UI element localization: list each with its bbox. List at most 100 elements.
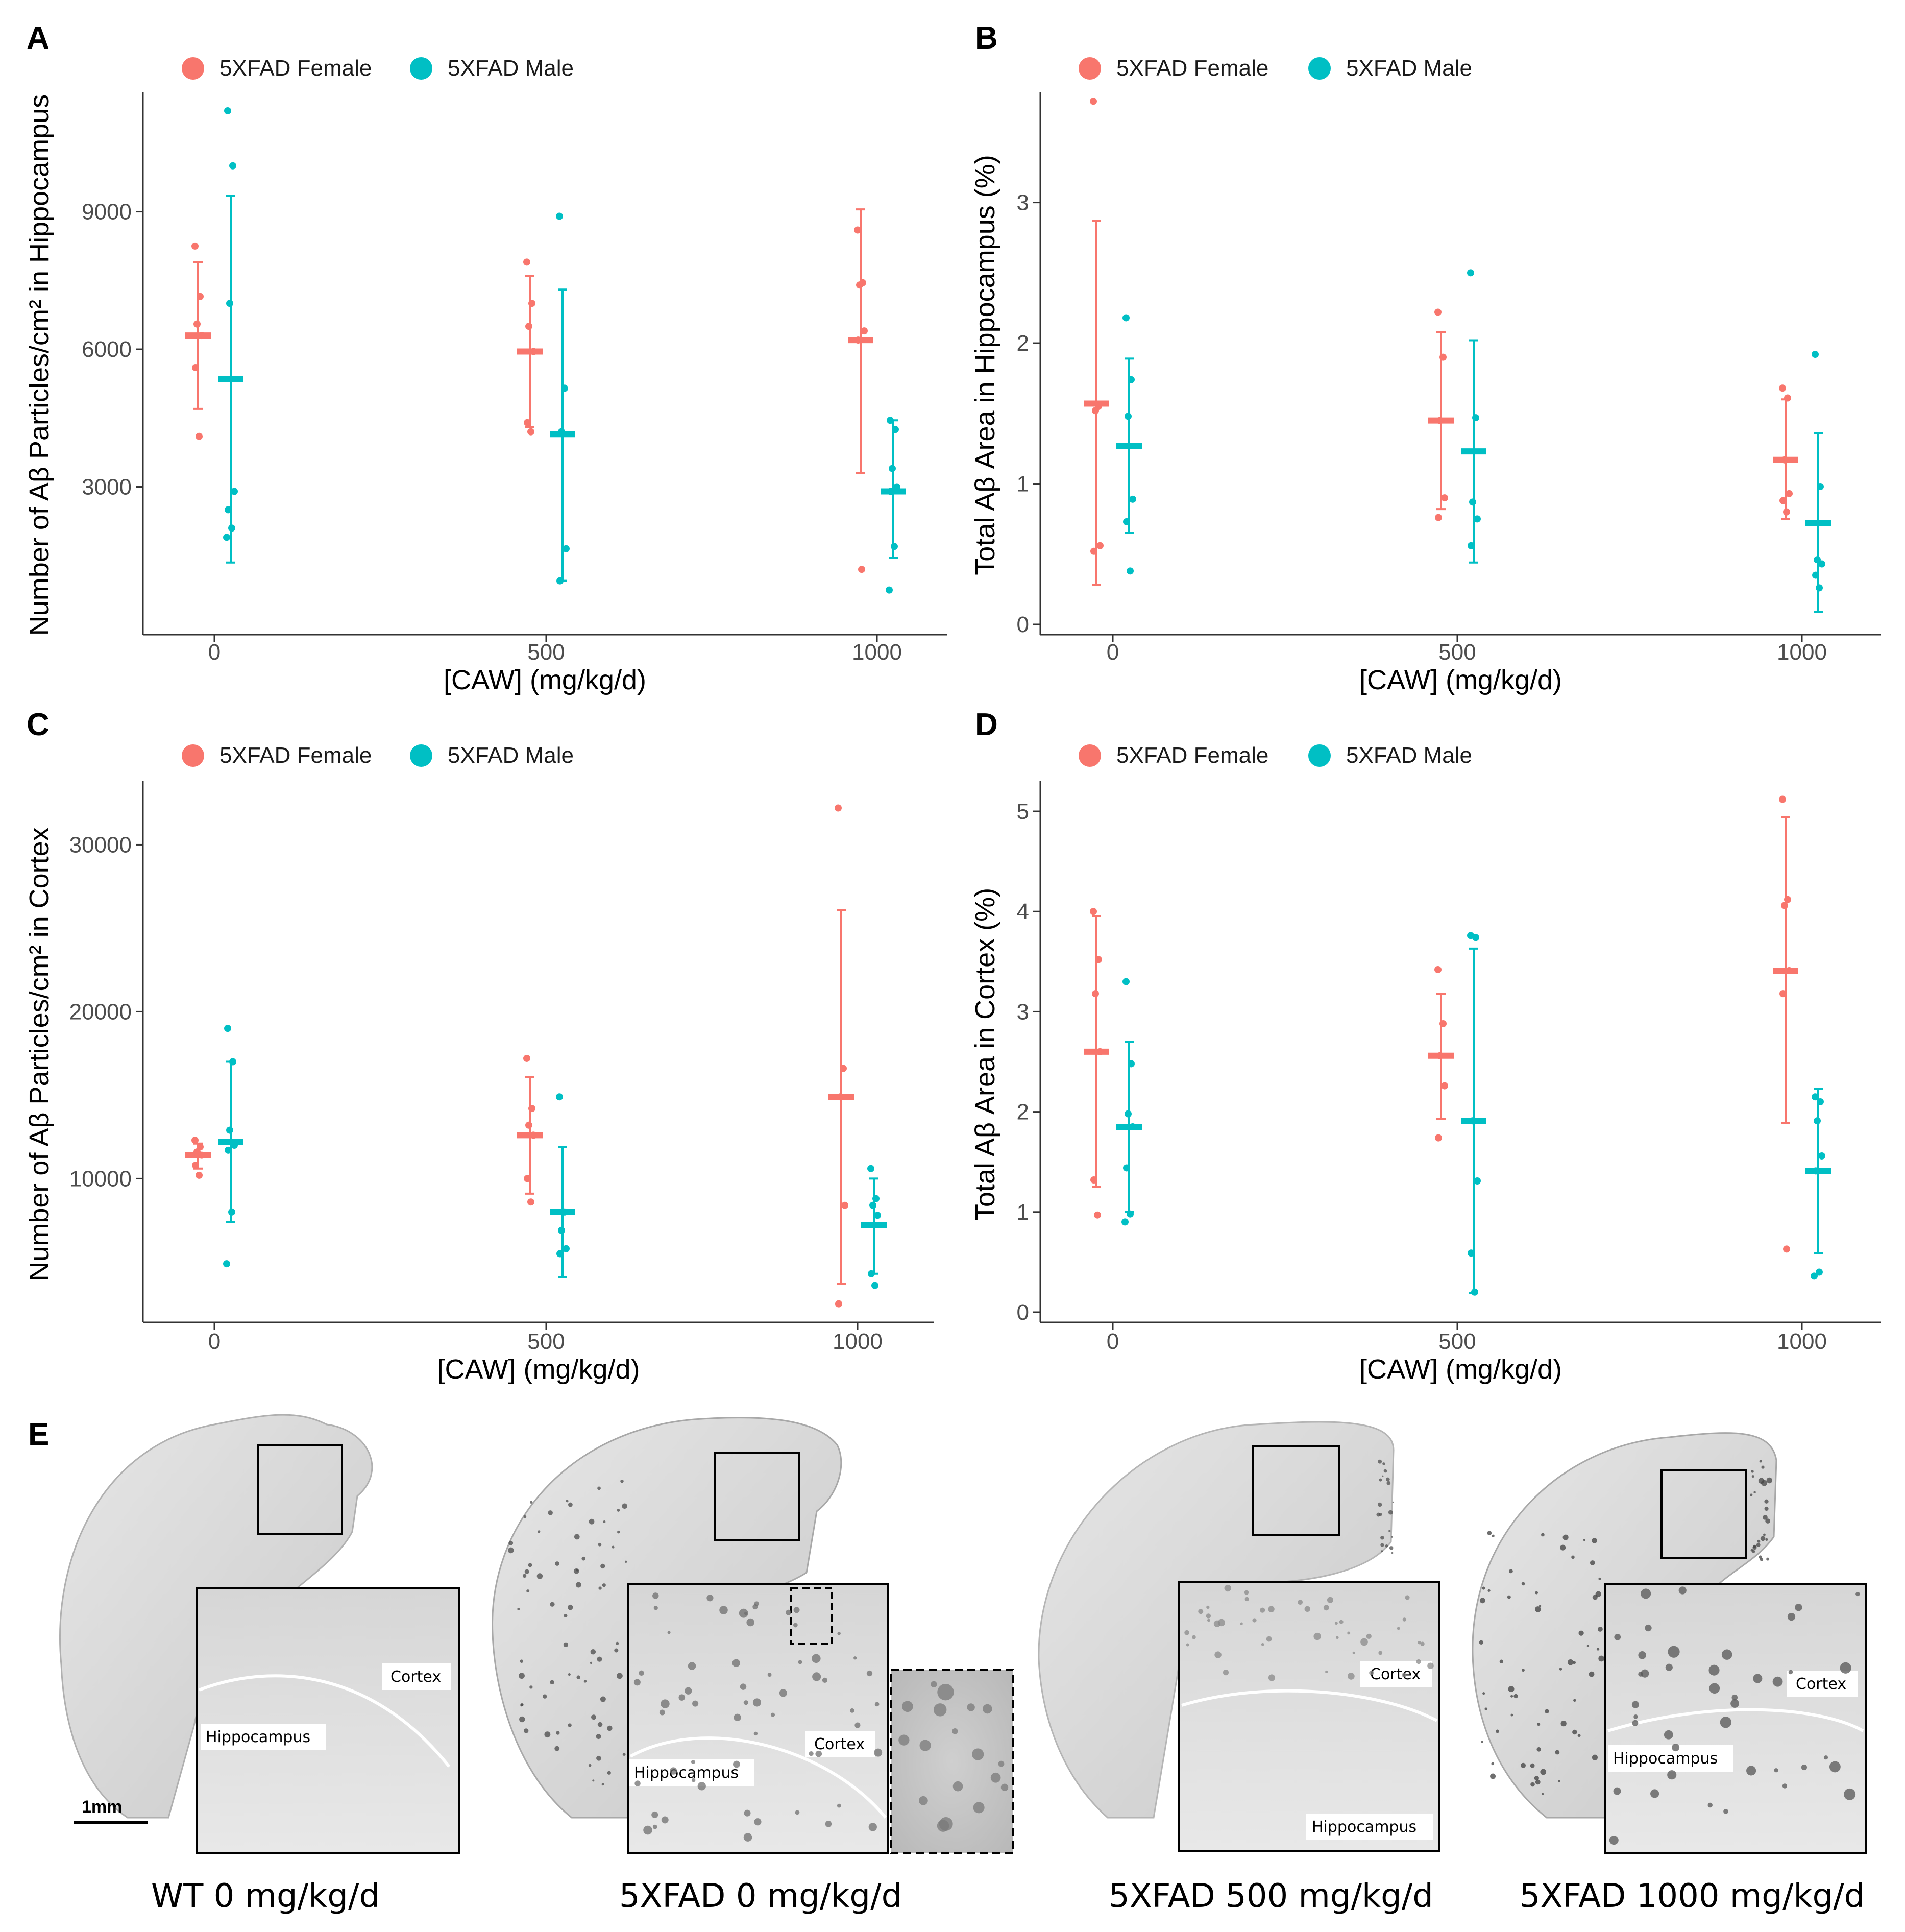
data-point bbox=[1127, 567, 1134, 575]
data-point bbox=[1816, 584, 1823, 592]
section-caption: 5XFAD 1000 mg/kg/d bbox=[1520, 1877, 1865, 1915]
data-point bbox=[226, 1126, 233, 1134]
data-point bbox=[861, 327, 868, 335]
plaque-dot bbox=[1721, 1649, 1732, 1660]
plaque-dot bbox=[1750, 1549, 1753, 1552]
plaque-dot bbox=[591, 1714, 596, 1720]
data-point bbox=[1812, 1167, 1819, 1175]
series-female bbox=[1084, 795, 1798, 1253]
data-point bbox=[886, 586, 893, 594]
plaque-dot bbox=[1590, 1560, 1595, 1565]
legend-label-female: 5XFAD Female bbox=[219, 56, 372, 81]
plaque-dot bbox=[697, 1782, 706, 1791]
x-tick-label: 500 bbox=[1438, 640, 1476, 665]
plaque-dot bbox=[733, 1760, 740, 1768]
panel-a-chart: A 5XFAD Female 5XFAD Male 3000 6000 9000 0 500 1… bbox=[24, 20, 947, 695]
legend: 5XFAD Female 5XFAD Male bbox=[1079, 743, 1472, 768]
plaque-dot bbox=[1583, 1539, 1586, 1541]
plaque-dot bbox=[1244, 1597, 1249, 1602]
data-point bbox=[231, 488, 238, 495]
plaque-dot bbox=[1757, 1539, 1761, 1543]
plaque-dot bbox=[1397, 1627, 1400, 1630]
brain-section-5xfad-500: Cortex Hippocampus 5XFAD 500 mg/kg/d bbox=[1038, 1421, 1440, 1915]
legend-label-male: 5XFAD Male bbox=[448, 56, 574, 81]
plaque-dot bbox=[866, 1670, 873, 1677]
inset-image bbox=[627, 1583, 889, 1854]
data-point bbox=[1121, 1218, 1129, 1226]
zoom-region-box bbox=[790, 1587, 833, 1645]
plaque-dot bbox=[1578, 1630, 1584, 1636]
panel-letter: D bbox=[975, 707, 998, 742]
data-point bbox=[1817, 483, 1824, 491]
plaque-dot bbox=[1420, 1641, 1425, 1646]
plaque-dot bbox=[1596, 1648, 1600, 1651]
plaque-dot bbox=[667, 1631, 671, 1634]
plaque-dot bbox=[692, 1700, 699, 1707]
data-point bbox=[226, 300, 233, 307]
plaque-dot bbox=[1217, 1619, 1226, 1627]
plaque-dot bbox=[1261, 1643, 1264, 1646]
plaque-dot bbox=[1613, 1787, 1621, 1795]
plaque-dot bbox=[1000, 1783, 1009, 1792]
plaque-dot bbox=[1313, 1632, 1321, 1640]
plaque-dot bbox=[1638, 1651, 1646, 1659]
plaque-dot bbox=[622, 1753, 626, 1756]
plaque-dot bbox=[598, 1542, 602, 1547]
plaque-dot bbox=[597, 1486, 601, 1490]
plaque-dot bbox=[1795, 1604, 1802, 1611]
data-point bbox=[558, 428, 565, 436]
plaque-dot bbox=[1730, 1699, 1739, 1708]
data-point bbox=[1783, 1245, 1790, 1253]
plaque-dot bbox=[1571, 1555, 1575, 1559]
x-axis-title: [CAW] (mg/kg/d) bbox=[437, 1354, 640, 1385]
inset-label-box bbox=[382, 1663, 451, 1690]
plaque-dot bbox=[568, 1502, 573, 1507]
plaque-dot bbox=[937, 1683, 954, 1701]
plaque-dot bbox=[1586, 1645, 1590, 1647]
plaque-dot bbox=[600, 1563, 605, 1569]
y-axis-title: Number of Aβ Particles/cm² in Hippocampu… bbox=[24, 94, 55, 636]
plaque-dot bbox=[1632, 1720, 1639, 1726]
plaque-dot bbox=[1186, 1643, 1189, 1647]
plaque-dot bbox=[602, 1583, 606, 1587]
data-point bbox=[1436, 1052, 1444, 1059]
panel-e-letter: E bbox=[28, 1417, 49, 1452]
data-point bbox=[1818, 560, 1825, 568]
plaque-dot bbox=[1207, 1619, 1210, 1622]
plaque-dot bbox=[1323, 1605, 1329, 1611]
data-point bbox=[530, 1131, 537, 1139]
data-point bbox=[1128, 1060, 1135, 1068]
x-tick-label: 1000 bbox=[1777, 640, 1827, 665]
plaque-dot bbox=[1668, 1646, 1680, 1658]
plaque-dot bbox=[1753, 1491, 1756, 1493]
plaque-dot bbox=[576, 1675, 580, 1679]
plaque-dot bbox=[1598, 1655, 1605, 1662]
plaque-dot bbox=[1631, 1701, 1639, 1708]
hippocampus-boundary bbox=[1607, 1708, 1864, 1732]
plaque-dot bbox=[1765, 1518, 1770, 1524]
data-point bbox=[527, 1198, 534, 1206]
plaque-dot bbox=[1823, 1755, 1828, 1760]
plaque-dot bbox=[1513, 1694, 1518, 1699]
series-male bbox=[1116, 269, 1831, 613]
x-tick-label: 1000 bbox=[833, 1329, 883, 1354]
plaque-dot bbox=[1402, 1617, 1407, 1622]
plaque-dot bbox=[779, 1689, 787, 1697]
data-point bbox=[229, 162, 236, 170]
data-point bbox=[1818, 1152, 1825, 1160]
plaque-dot bbox=[1667, 1770, 1677, 1780]
plaque-dot bbox=[1389, 1546, 1394, 1550]
panel-letter: C bbox=[27, 707, 50, 742]
plaque-dot bbox=[1184, 1630, 1189, 1635]
plaque-dot bbox=[744, 1809, 751, 1817]
data-point bbox=[1784, 896, 1791, 903]
plaque-dot bbox=[590, 1649, 596, 1655]
data-point bbox=[1434, 308, 1442, 316]
plaque-dot bbox=[529, 1685, 533, 1689]
x-tick-label: 0 bbox=[208, 640, 221, 665]
inset-label-box bbox=[1608, 1745, 1733, 1772]
plaque-dot bbox=[952, 1728, 958, 1734]
legend-label-female: 5XFAD Female bbox=[219, 743, 372, 768]
plaque-dot bbox=[1766, 1557, 1770, 1561]
plaque-dot bbox=[1844, 1788, 1856, 1800]
